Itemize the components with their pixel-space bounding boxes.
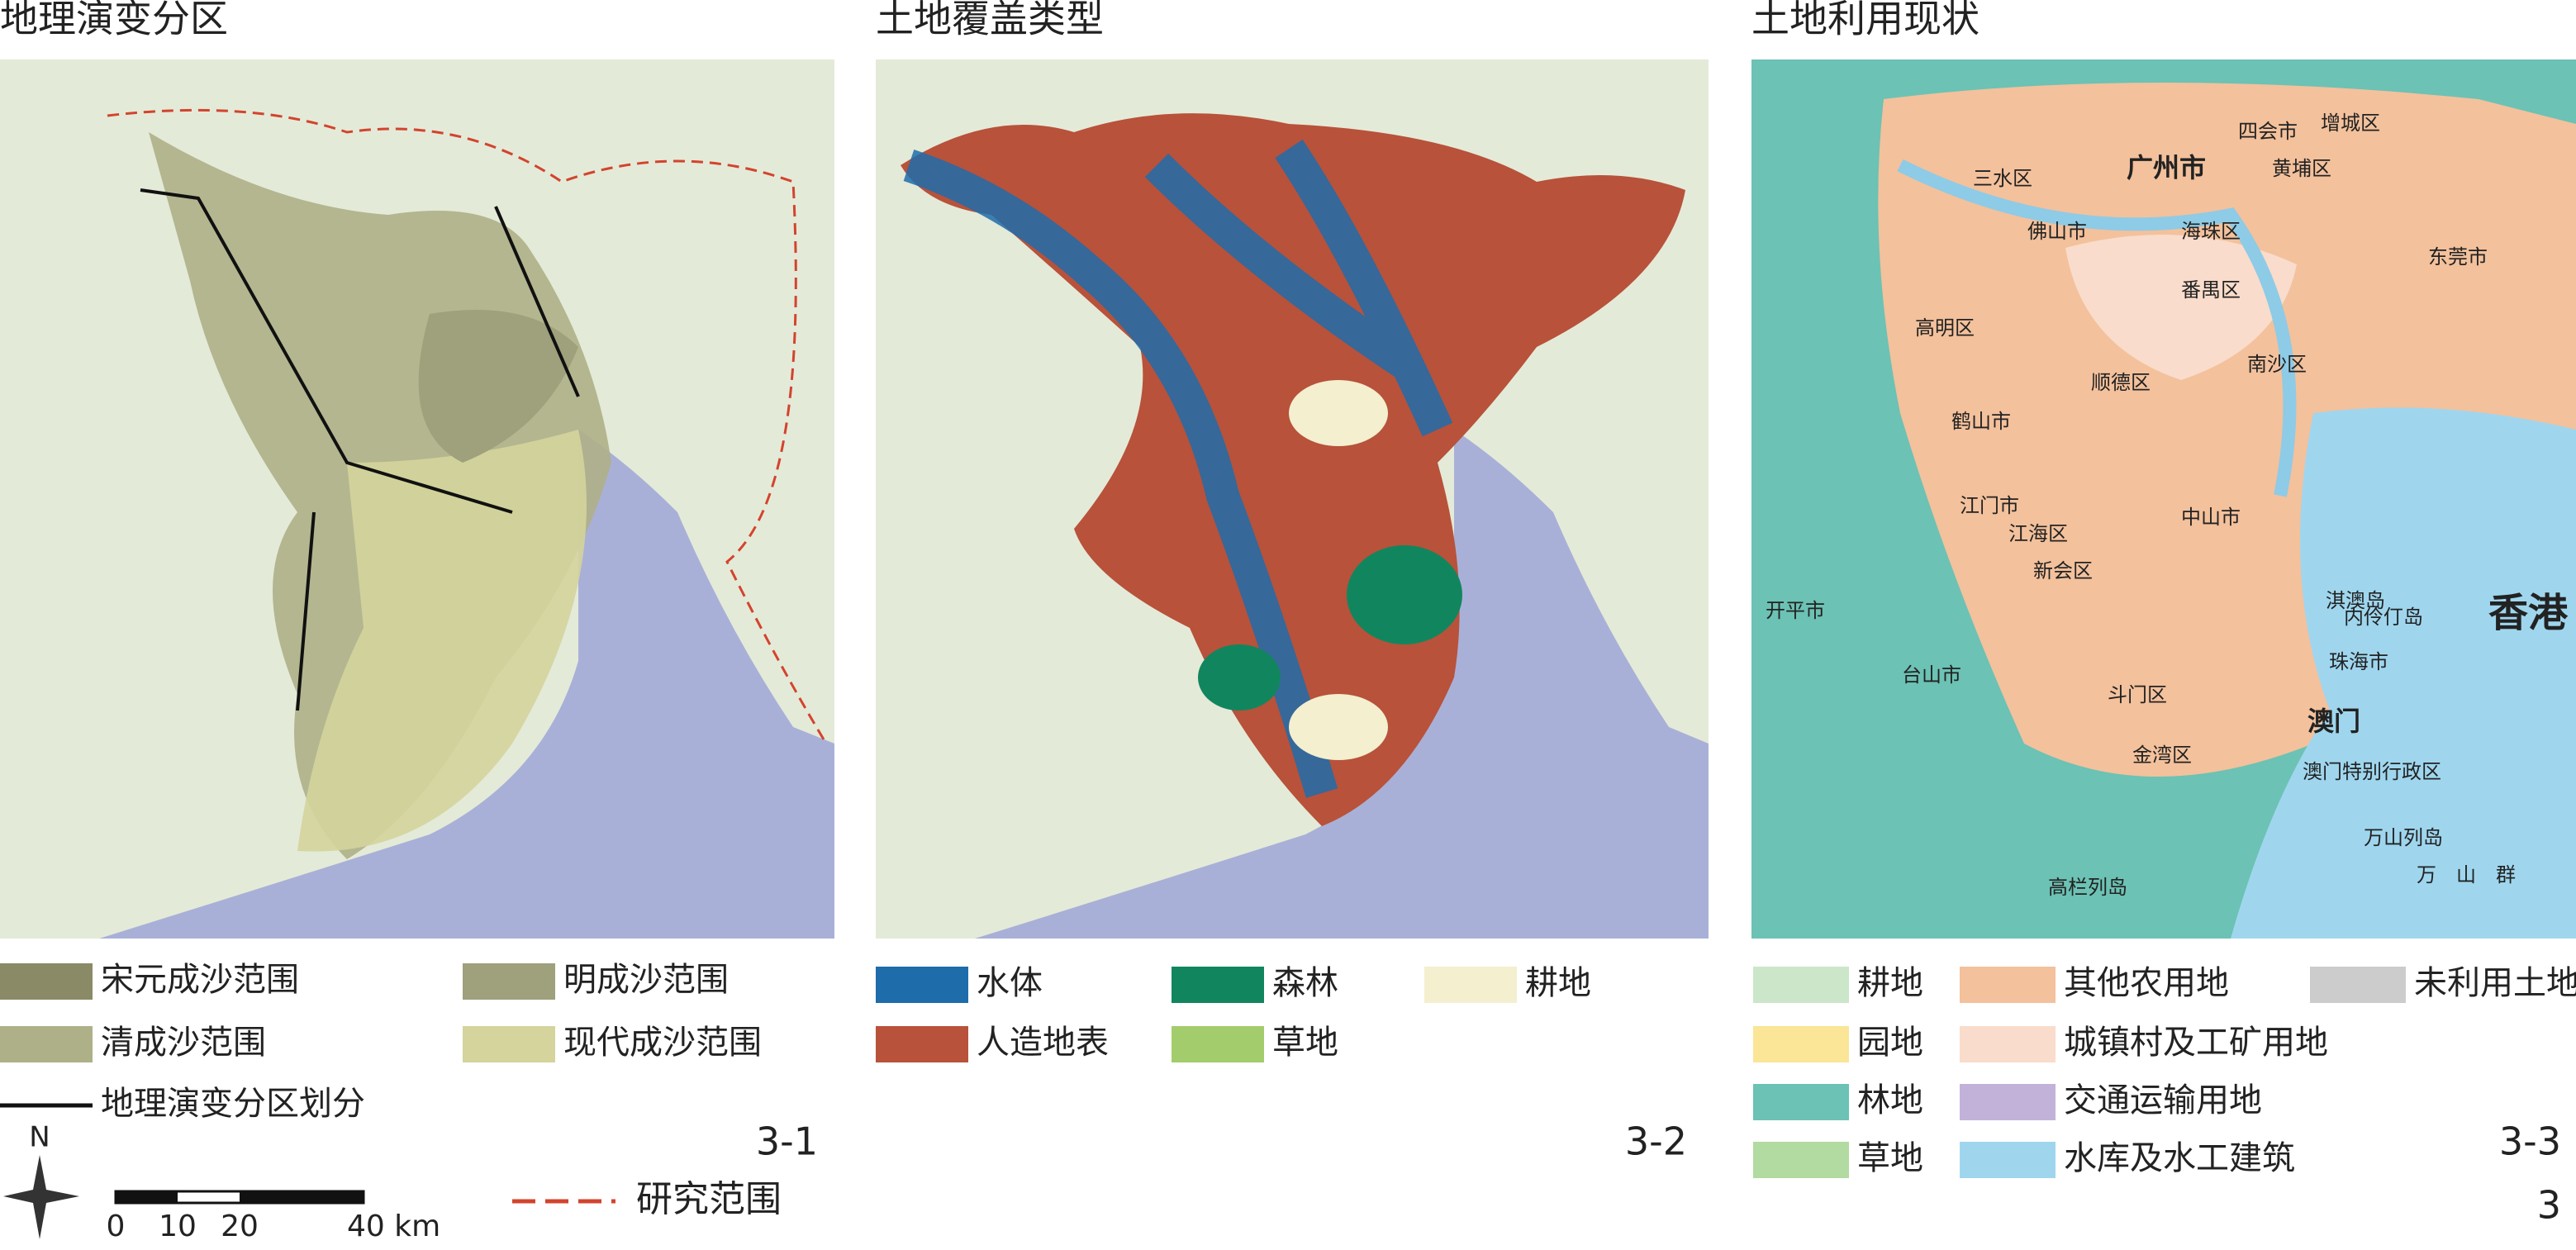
place-label: 金湾区 (2132, 744, 2192, 767)
legend-swatch (2310, 967, 2406, 1003)
scale-bar-fill (116, 1191, 178, 1203)
map-land-cover (876, 59, 1709, 939)
panel-title: 土地利用现状 (1751, 0, 1980, 41)
place-label: 淇澳岛 (2326, 589, 2385, 612)
place-label: 海珠区 (2181, 220, 2241, 243)
place-label: 江门市 (1960, 494, 2019, 517)
place-label: 中山市 (2181, 506, 2241, 529)
panel-title: 地理演变分区 (0, 0, 228, 41)
place-label: 增城区 (2321, 112, 2380, 135)
legend-label: 宋元成沙范围 (101, 961, 299, 999)
place-label: 江海区 (2008, 522, 2068, 545)
figure-label: 3-1 (756, 1119, 818, 1164)
legend-swatch (1172, 967, 1264, 1003)
north-label: N (29, 1121, 50, 1154)
legend-swatch (463, 963, 555, 1000)
legend-swatch (1753, 967, 1849, 1003)
place-label: 香港 (2488, 590, 2569, 636)
place-label: 番禺区 (2181, 278, 2241, 302)
figure-label: 3-3 (2499, 1119, 2561, 1164)
figure-label: 3-2 (1625, 1119, 1687, 1164)
place-label: 东莞市 (2428, 245, 2488, 269)
legend-label: 其他农用地 (2064, 964, 2229, 1002)
legend-label: 耕地 (1857, 964, 1923, 1002)
legend-swatch (0, 1026, 93, 1062)
legend-swatch (1424, 967, 1517, 1003)
legend-label: 地理演变分区划分 (101, 1085, 365, 1123)
place-label: 鹤山市 (1951, 410, 2011, 433)
legend-swatch (1960, 1026, 2056, 1062)
place-label: 四会市 (2238, 120, 2298, 143)
scale-label: 40 km (347, 1210, 440, 1243)
place-label: 广州市 (2127, 152, 2206, 183)
place-label: 佛山市 (2027, 220, 2087, 243)
scale-label: 20 (221, 1210, 259, 1243)
place-label: 新会区 (2033, 559, 2093, 582)
panel-title: 土地覆盖类型 (876, 0, 1104, 41)
place-label: 万 山 群 (2417, 863, 2516, 886)
place-label: 台山市 (1902, 663, 1961, 687)
scale-label: 10 (159, 1210, 197, 1243)
legend-label: 草地 (1857, 1139, 1923, 1177)
legend-swatch (876, 1026, 968, 1062)
legend-label: 水库及水工建筑 (2064, 1139, 2295, 1177)
place-label: 澳门 (2307, 706, 2360, 737)
place-label: 斗门区 (2108, 683, 2167, 706)
legend-swatch (1753, 1026, 1849, 1062)
place-label: 澳门特别行政区 (2303, 760, 2441, 783)
scale-label: 0 (107, 1210, 126, 1243)
legend-swatch (1753, 1084, 1849, 1120)
legend-swatch (0, 963, 93, 1000)
legend-label: 森林 (1272, 964, 1338, 1002)
legend-label: 人造地表 (977, 1024, 1109, 1062)
place-label: 万山列岛 (2364, 826, 2443, 849)
legend-label: 清成沙范围 (101, 1024, 266, 1062)
legend-swatch (1172, 1026, 1264, 1062)
legend-label: 城镇村及工矿用地 (2064, 1024, 2328, 1062)
legend-swatch (1960, 1084, 2056, 1120)
scale-bar-fill (240, 1191, 364, 1203)
legend-swatch (876, 967, 968, 1003)
legend-swatch (1960, 1142, 2056, 1178)
legend-label: 耕地 (1525, 964, 1591, 1002)
map-land-use (1751, 59, 2576, 939)
legend-label: 草地 (1272, 1024, 1338, 1062)
legend-label: 交通运输用地 (2064, 1081, 2262, 1119)
place-label: 顺德区 (2091, 371, 2151, 394)
place-label: 南沙区 (2247, 353, 2307, 376)
north-arrow (3, 1155, 79, 1239)
legend-label: 明成沙范围 (563, 961, 729, 999)
page-number: 3 (2537, 1183, 2561, 1228)
legend-label: 园地 (1857, 1024, 1923, 1062)
place-label: 内伶仃岛 (2344, 606, 2423, 629)
legend-label: 现代成沙范围 (563, 1024, 762, 1062)
boundary-label: 研究范围 (636, 1178, 782, 1220)
legend-label: 林地 (1857, 1081, 1923, 1119)
legend-label: 水体 (977, 964, 1043, 1002)
map-geo-evolution (0, 59, 834, 939)
place-label: 珠海市 (2329, 650, 2388, 673)
legend-swatch (1753, 1142, 1849, 1178)
place-label: 三水区 (1973, 167, 2032, 190)
legend-swatch (463, 1026, 555, 1062)
place-label: 高栏列岛 (2048, 876, 2127, 899)
legend-swatch (1960, 967, 2056, 1003)
place-label: 开平市 (1766, 599, 1825, 622)
place-label: 高明区 (1915, 316, 1975, 340)
legend-label: 未利用土地 (2414, 964, 2576, 1002)
place-label: 黄埔区 (2272, 157, 2331, 180)
